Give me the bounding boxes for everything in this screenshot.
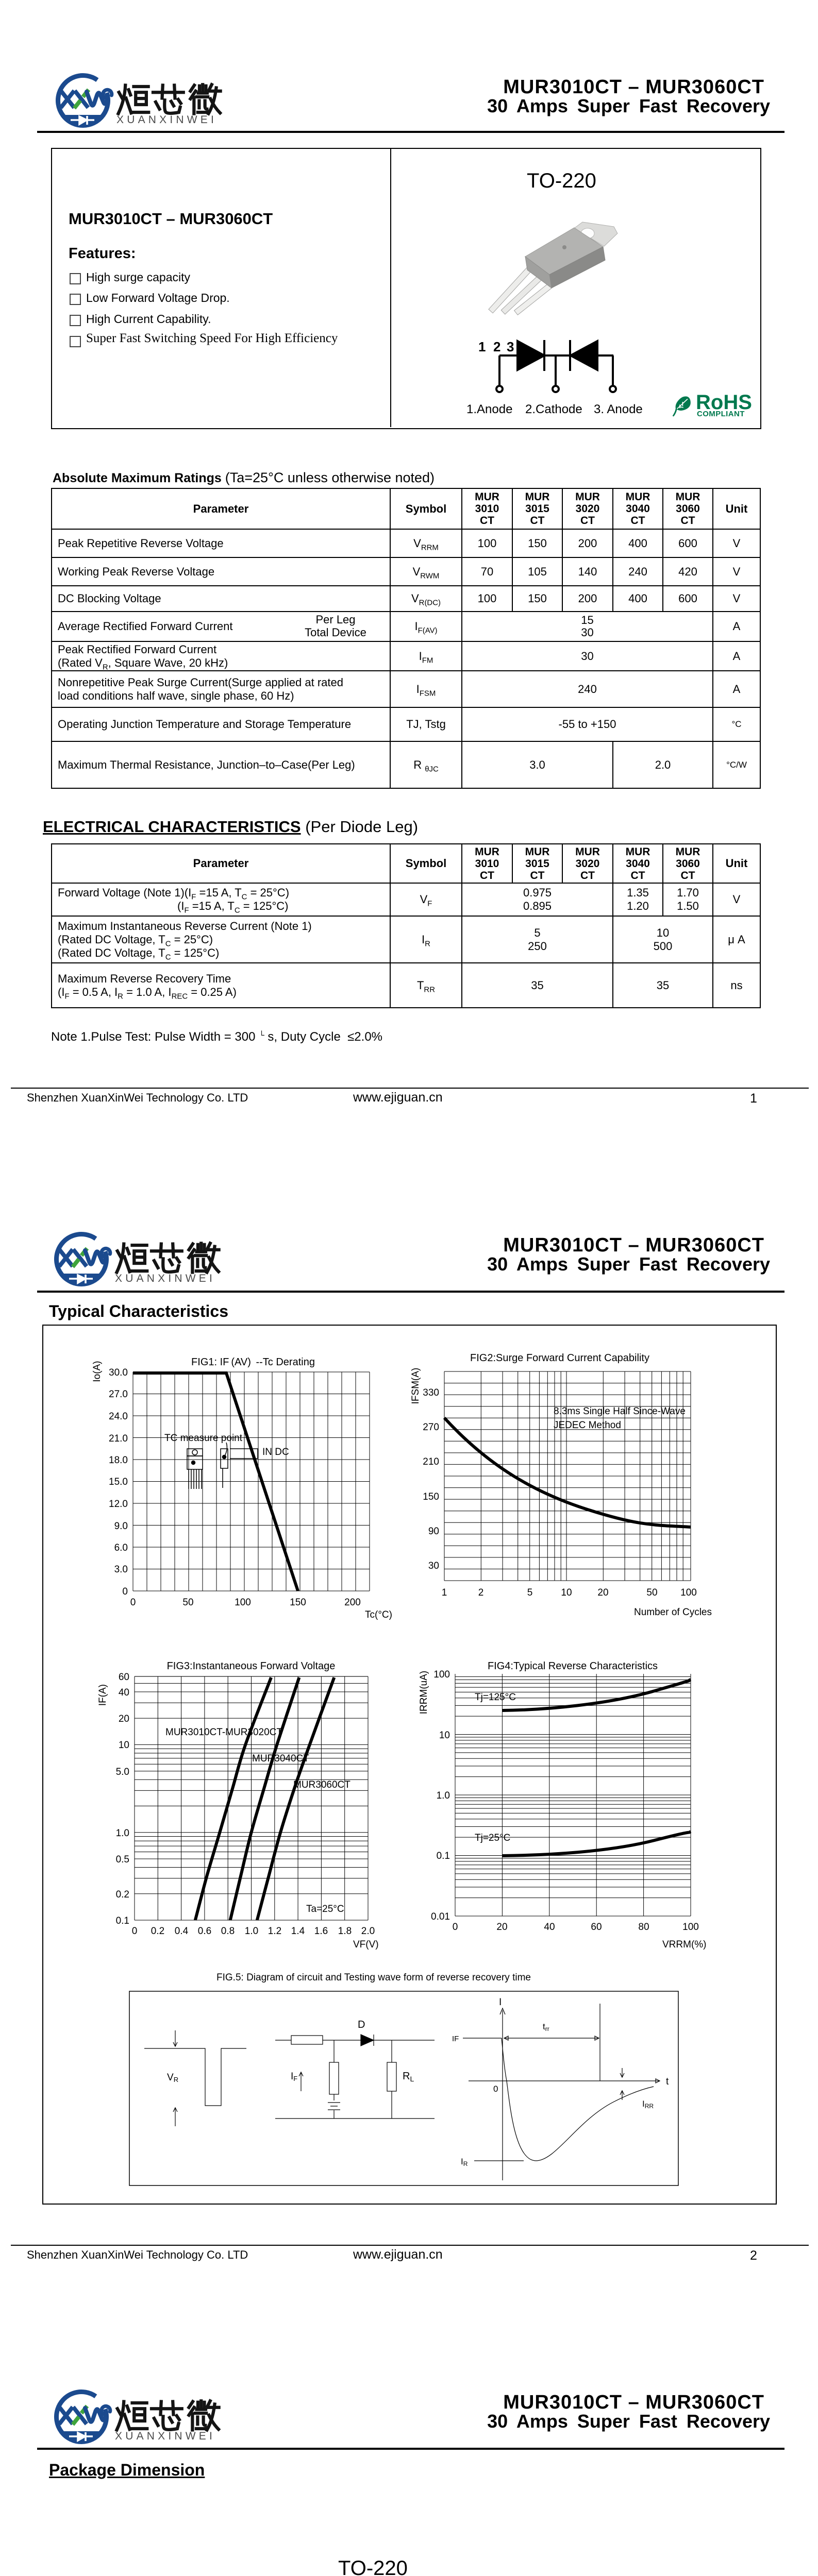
- svg-text:1.2: 1.2: [268, 1926, 281, 1937]
- svg-text:40: 40: [119, 1687, 129, 1698]
- svg-text:XUANXINWEI: XUANXINWEI: [115, 1273, 215, 1284]
- svg-text:1.0: 1.0: [437, 1790, 450, 1801]
- svg-text:60: 60: [591, 1922, 602, 1933]
- svg-text:IFSM(A): IFSM(A): [410, 1368, 421, 1404]
- svg-text:18.0: 18.0: [109, 1455, 128, 1466]
- svg-text:30: 30: [428, 1561, 439, 1571]
- svg-text:2: 2: [478, 1587, 484, 1598]
- svg-text:200: 200: [344, 1597, 361, 1608]
- svg-text:20: 20: [119, 1714, 129, 1724]
- svg-text:1.8: 1.8: [338, 1926, 352, 1937]
- svg-text:5.0: 5.0: [116, 1767, 129, 1777]
- svg-text:1: 1: [442, 1587, 447, 1598]
- svg-text:0.2: 0.2: [151, 1926, 164, 1937]
- svg-text:0.2: 0.2: [116, 1889, 129, 1900]
- svg-text:t: t: [666, 2076, 669, 2087]
- svg-text:1.0: 1.0: [245, 1926, 258, 1937]
- svg-text:100: 100: [235, 1597, 251, 1608]
- svg-text:100: 100: [682, 1922, 699, 1933]
- svg-text:Tj=25°C: Tj=25°C: [475, 1833, 510, 1843]
- svg-text:RoHS: RoHS: [696, 391, 752, 414]
- svg-text:I: I: [499, 1997, 502, 2008]
- svg-text:3.0: 3.0: [114, 1564, 128, 1575]
- svg-text:9.0: 9.0: [114, 1521, 128, 1532]
- svg-text:MUR3060CT: MUR3060CT: [293, 1780, 350, 1790]
- svg-text:270: 270: [423, 1422, 439, 1433]
- svg-text:50: 50: [646, 1587, 657, 1598]
- svg-text:IRR: IRR: [642, 2099, 654, 2110]
- svg-text:20: 20: [597, 1587, 608, 1598]
- svg-text:VF(V): VF(V): [353, 1939, 379, 1950]
- svg-text:10: 10: [119, 1740, 129, 1751]
- svg-text:FIG3:Instantaneous Forward Vol: FIG3:Instantaneous Forward Voltage: [167, 1660, 336, 1672]
- svg-text:Tj=125°C: Tj=125°C: [475, 1692, 516, 1703]
- svg-text:150: 150: [290, 1597, 306, 1608]
- svg-text:0: 0: [122, 1586, 128, 1597]
- svg-text:100: 100: [433, 1669, 450, 1680]
- svg-text:2.0: 2.0: [361, 1926, 375, 1937]
- svg-text:40: 40: [544, 1922, 555, 1933]
- svg-text:20: 20: [496, 1922, 507, 1933]
- svg-text:0: 0: [130, 1597, 136, 1608]
- svg-text:0: 0: [453, 1922, 458, 1933]
- svg-text:IRRM(uA): IRRM(uA): [419, 1671, 429, 1714]
- svg-text:12.0: 12.0: [109, 1499, 128, 1510]
- svg-text:VR: VR: [167, 2072, 178, 2083]
- svg-text:6.0: 6.0: [114, 1543, 128, 1553]
- svg-text:0: 0: [493, 2084, 498, 2094]
- svg-text:1.6: 1.6: [314, 1926, 328, 1937]
- svg-text:IF: IF: [291, 2071, 297, 2082]
- svg-text:10: 10: [439, 1730, 450, 1741]
- svg-text:D: D: [358, 2019, 365, 2030]
- svg-text:XUANXINWEI: XUANXINWEI: [116, 114, 217, 126]
- svg-text:Tc(°C): Tc(°C): [365, 1609, 392, 1620]
- svg-text:trr: trr: [543, 2022, 549, 2032]
- svg-text:10: 10: [561, 1587, 572, 1598]
- svg-text:FIG4:Typical Reverse Character: FIG4:Typical Reverse Characteristics: [488, 1660, 658, 1672]
- svg-text:0.1: 0.1: [437, 1851, 450, 1861]
- svg-text:24.0: 24.0: [109, 1411, 128, 1422]
- svg-text:IF(A): IF(A): [97, 1684, 108, 1706]
- svg-text:8.3ms Single Half Since-Wave: 8.3ms Single Half Since-Wave: [554, 1406, 686, 1417]
- svg-text:60: 60: [119, 1672, 129, 1683]
- svg-text:0.6: 0.6: [198, 1926, 211, 1937]
- svg-text:0: 0: [132, 1926, 138, 1937]
- svg-text:IN DC: IN DC: [262, 1447, 289, 1458]
- svg-text:COMPLIANT: COMPLIANT: [697, 410, 745, 418]
- svg-text:0.5: 0.5: [116, 1854, 129, 1865]
- svg-text:210: 210: [423, 1456, 439, 1467]
- svg-text:RL: RL: [403, 2071, 414, 2083]
- svg-text:100: 100: [680, 1587, 697, 1598]
- svg-text:IR: IR: [461, 2157, 468, 2167]
- svg-text:90: 90: [428, 1526, 439, 1537]
- svg-text:150: 150: [423, 1492, 439, 1502]
- svg-text:1.4: 1.4: [291, 1926, 305, 1937]
- svg-text:27.0: 27.0: [109, 1389, 128, 1400]
- svg-text:30.0: 30.0: [109, 1367, 128, 1378]
- svg-text:FIG2:Surge Forward Current Cap: FIG2:Surge Forward Current Capability: [470, 1352, 649, 1364]
- svg-text:TC measure point: TC measure point: [164, 1433, 243, 1444]
- svg-text:VRRM(%): VRRM(%): [662, 1939, 707, 1950]
- svg-text:0.8: 0.8: [221, 1926, 235, 1937]
- svg-text:0.1: 0.1: [116, 1916, 129, 1926]
- svg-text:330: 330: [423, 1387, 439, 1398]
- svg-text:MUR3010CT-MUR3020CT: MUR3010CT-MUR3020CT: [165, 1727, 282, 1738]
- svg-text:0.4: 0.4: [175, 1926, 189, 1937]
- svg-text:5: 5: [527, 1587, 533, 1598]
- svg-text:IF: IF: [452, 2035, 459, 2043]
- svg-text:0.01: 0.01: [431, 1911, 450, 1922]
- svg-text:Ta=25°C: Ta=25°C: [306, 1904, 344, 1914]
- svg-text:MUR3040CT: MUR3040CT: [252, 1753, 309, 1764]
- svg-text:JEDEC Method: JEDEC Method: [554, 1420, 621, 1431]
- svg-text:50: 50: [182, 1597, 193, 1608]
- svg-text:XUANXINWEI: XUANXINWEI: [115, 2430, 215, 2442]
- svg-text:1.0: 1.0: [116, 1828, 129, 1839]
- svg-text:Io(A): Io(A): [93, 1361, 103, 1382]
- svg-text:15.0: 15.0: [109, 1477, 128, 1487]
- svg-text:21.0: 21.0: [109, 1433, 128, 1444]
- svg-text:FIG1: IF (AV) --Tc Derating: FIG1: IF (AV) --Tc Derating: [191, 1357, 315, 1368]
- svg-text:80: 80: [638, 1922, 649, 1933]
- svg-text:Number of Cycles: Number of Cycles: [634, 1607, 712, 1618]
